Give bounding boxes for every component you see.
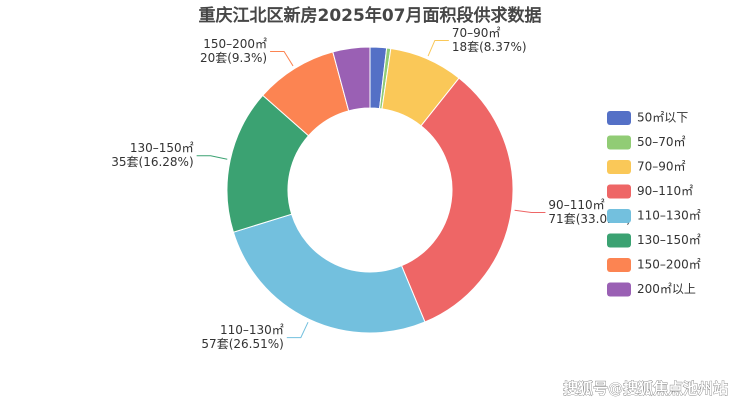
chart-title: 重庆江北区新房2025年07月面积段供求数据 (199, 5, 542, 26)
slice-label-value: 35套(16.28%) (111, 155, 193, 169)
legend-label: 150–200㎡ (637, 258, 701, 272)
slice-label-value: 18套(8.37%) (452, 40, 527, 54)
slice-label-name: 130–150㎡ (130, 141, 194, 155)
legend-swatch (607, 282, 631, 297)
leader-line (427, 39, 449, 57)
slice-label-value: 57套(26.51%) (201, 337, 283, 351)
legend-swatch (607, 258, 631, 272)
slice (400, 77, 514, 323)
slice (232, 213, 426, 334)
leader-line (514, 209, 546, 214)
slice-label-name: 150–200㎡ (203, 37, 267, 51)
leader-line (286, 321, 309, 339)
legend-label: 130–150㎡ (637, 233, 701, 247)
slice-label-name: 90–110㎡ (548, 198, 604, 212)
legend-swatch (607, 111, 631, 125)
legend-label: 50㎡以下 (637, 111, 688, 125)
slice-label-value: 20套(9.3%) (200, 51, 267, 65)
legend-label: 110–130㎡ (637, 209, 701, 223)
legend-swatch (607, 135, 631, 150)
legend-label: 50–70㎡ (637, 135, 686, 149)
legend-swatch (607, 209, 631, 223)
leader-line (196, 155, 228, 160)
legend-label: 200㎡以上 (637, 282, 696, 296)
watermark: 搜狐号@搜狐焦点池州站 (563, 380, 728, 398)
legend-swatch (607, 184, 631, 199)
leader-line (270, 50, 294, 67)
slice-label-name: 110–130㎡ (220, 323, 284, 337)
legend-label: 90–110㎡ (637, 184, 693, 198)
slice (332, 46, 371, 112)
legend-swatch (607, 233, 631, 248)
legend-label: 70–90㎡ (637, 160, 686, 174)
legend-swatch (607, 160, 631, 174)
slice-label-name: 70–90㎡ (452, 26, 501, 40)
